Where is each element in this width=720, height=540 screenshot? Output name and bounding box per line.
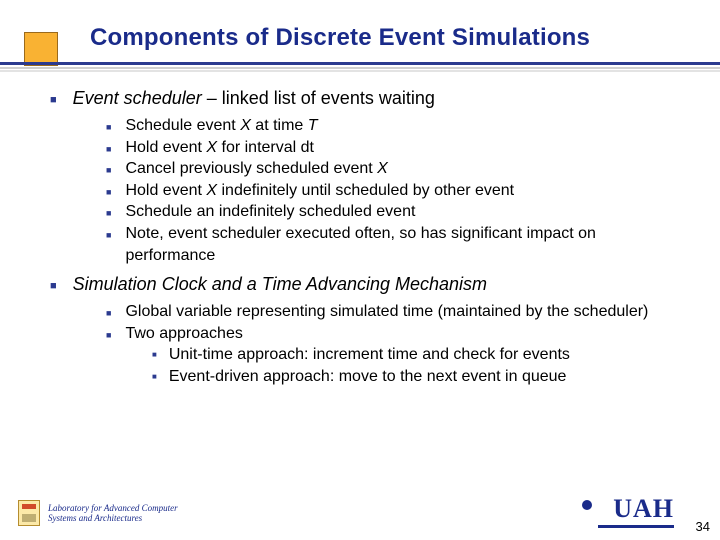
item-text: Note, event scheduler executed often, so… — [125, 223, 690, 266]
bullet-level-3: ■ Event-driven approach: move to the next… — [152, 366, 690, 388]
item-text: Unit-time approach: increment time and c… — [169, 344, 570, 366]
bullet-level-3: ■ Unit-time approach: increment time and … — [152, 344, 690, 366]
item-text: Two approaches — [125, 323, 242, 345]
bullet-level-2: ■ Schedule event X at time T — [106, 115, 690, 137]
bullet-level-2: ■ Schedule an indefinitely scheduled even… — [106, 201, 690, 223]
slide-title: Components of Discrete Event Simulations — [90, 24, 700, 52]
header-rule-grey-1 — [0, 67, 720, 69]
item-var: X — [206, 182, 217, 199]
square-bullet-icon: ■ — [106, 329, 111, 341]
lab-icon — [18, 500, 40, 526]
bullet-level-2: ■ Hold event X for interval dt — [106, 137, 690, 159]
accent-square — [24, 32, 58, 66]
uah-logo: UAH — [613, 494, 674, 524]
bullet-level-2: ■ Note, event scheduler executed often, s… — [106, 223, 690, 266]
square-bullet-icon: ■ — [50, 280, 57, 292]
square-bullet-icon: ■ — [152, 350, 157, 361]
sublist: ■ Global variable representing simulated … — [106, 301, 690, 387]
item-text: indefinitely until scheduled by other ev… — [217, 182, 514, 199]
square-bullet-icon: ■ — [106, 307, 111, 319]
item-text: at time — [251, 117, 308, 134]
item-text: Event-driven approach: move to the next … — [169, 366, 567, 388]
square-bullet-icon: ■ — [106, 207, 111, 219]
header-rule-grey-2 — [0, 70, 720, 72]
item-var: X — [240, 117, 251, 134]
bullet-level-2: ■ Two approaches — [106, 323, 690, 345]
sub-sublist: ■ Unit-time approach: increment time and … — [152, 344, 690, 387]
item-var: X — [206, 139, 217, 156]
section-heading-italic: Event scheduler — [73, 88, 202, 108]
bullet-level-2: ■ Global variable representing simulated … — [106, 301, 690, 323]
item-text: Schedule event — [125, 117, 240, 134]
section-heading-italic: Simulation Clock and a Time Advancing Me… — [73, 274, 487, 294]
item-text: Schedule an indefinitely scheduled event — [125, 201, 415, 223]
square-bullet-icon: ■ — [106, 121, 111, 133]
square-bullet-icon: ■ — [106, 143, 111, 155]
slide-content: ■ Event scheduler – linked list of event… — [50, 88, 690, 396]
item-var: T — [308, 117, 318, 134]
page-number: 34 — [696, 519, 710, 534]
bullet-level-2: ■ Cancel previously scheduled event X — [106, 158, 690, 180]
item-text: for interval dt — [217, 139, 314, 156]
lab-line-1: Laboratory for Advanced Computer — [48, 503, 178, 513]
square-bullet-icon: ■ — [106, 164, 111, 176]
uah-underline — [598, 525, 674, 528]
square-bullet-icon: ■ — [106, 229, 111, 241]
section-heading-tail: – linked list of events waiting — [202, 88, 435, 108]
item-text: Hold event — [125, 182, 206, 199]
item-var: X — [377, 160, 388, 177]
item-text: Hold event — [125, 139, 206, 156]
lab-name: Laboratory for Advanced Computer Systems… — [48, 503, 218, 524]
lab-line-2: Systems and Architectures — [48, 513, 142, 523]
bullet-level-1: ■ Event scheduler – linked list of event… — [50, 88, 690, 109]
header-rule-blue — [0, 62, 720, 65]
square-bullet-icon: ■ — [50, 94, 57, 106]
footer-lab: Laboratory for Advanced Computer Systems… — [18, 500, 218, 526]
uah-dot-icon — [582, 500, 592, 510]
square-bullet-icon: ■ — [152, 372, 157, 383]
bullet-level-1: ■ Simulation Clock and a Time Advancing … — [50, 274, 690, 295]
item-text: Global variable representing simulated t… — [125, 301, 648, 323]
bullet-level-2: ■ Hold event X indefinitely until schedul… — [106, 180, 690, 202]
sublist: ■ Schedule event X at time T ■ Hold event … — [106, 115, 690, 266]
item-text: Cancel previously scheduled event — [125, 160, 377, 177]
square-bullet-icon: ■ — [106, 186, 111, 198]
